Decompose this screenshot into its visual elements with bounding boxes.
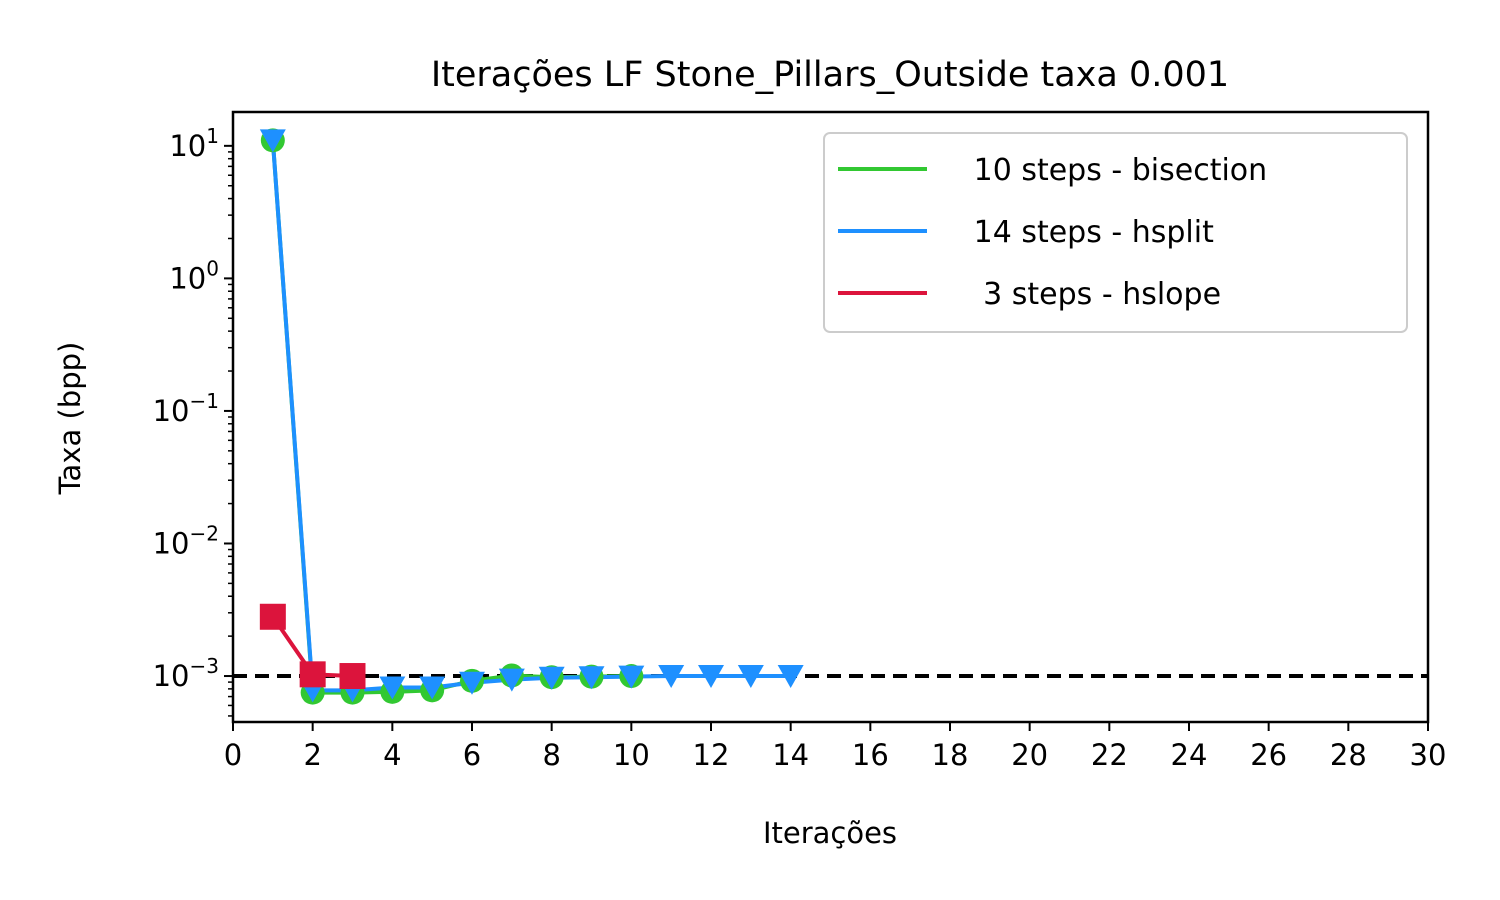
x-tick-label: 0 xyxy=(224,738,242,772)
legend: 10 steps - bisection 14 steps - hsplit 3… xyxy=(823,132,1408,333)
x-tick-label: 10 xyxy=(613,738,650,772)
legend-label: 14 steps - hsplit xyxy=(945,215,1214,250)
legend-label: 3 steps - hslope xyxy=(945,277,1221,312)
x-tick-label: 8 xyxy=(542,738,560,772)
legend-box xyxy=(823,132,1408,333)
x-axis-title: Iterações xyxy=(763,816,897,850)
data-point xyxy=(498,668,525,692)
data-point xyxy=(379,676,406,700)
data-point xyxy=(658,665,685,689)
data-point xyxy=(737,665,764,689)
data-point xyxy=(419,676,446,700)
x-tick-label: 18 xyxy=(932,738,969,772)
x-tick-label: 6 xyxy=(463,738,481,772)
x-tick-label: 16 xyxy=(852,738,889,772)
x-tick-label: 12 xyxy=(693,738,730,772)
x-tick-label: 14 xyxy=(772,738,809,772)
data-point xyxy=(698,665,724,689)
data-point xyxy=(618,665,645,689)
x-tick-label: 2 xyxy=(303,738,321,772)
x-tick-label: 22 xyxy=(1091,738,1128,772)
chart-title: Iterações LF Stone_Pillars_Outside taxa … xyxy=(431,55,1229,95)
data-point xyxy=(538,666,565,690)
data-point xyxy=(578,666,605,690)
x-tick-label: 26 xyxy=(1250,738,1287,772)
legend-label: 10 steps - bisection xyxy=(945,153,1267,188)
y-axis-title: Taxa (bpp) xyxy=(53,342,87,496)
data-point xyxy=(339,663,366,690)
x-tick-label: 20 xyxy=(1011,738,1048,772)
x-tick-label: 30 xyxy=(1410,738,1447,772)
data-point xyxy=(777,665,804,689)
x-tick-label: 24 xyxy=(1171,738,1208,772)
x-tick-label: 4 xyxy=(383,738,401,772)
data-point xyxy=(259,129,286,153)
y-tick-label: 101 xyxy=(169,124,219,163)
plot-area: 0 2 4 6 8 10 12 14 16 18 20 22 24 26 28 3010110010−110−… xyxy=(153,110,1447,772)
data-point xyxy=(459,671,485,695)
x-tick-label: 28 xyxy=(1330,738,1367,772)
y-tick-label: 100 xyxy=(169,256,219,295)
data-point xyxy=(259,603,286,630)
data-point xyxy=(299,661,326,688)
y-tick-label: 10−1 xyxy=(153,389,219,428)
